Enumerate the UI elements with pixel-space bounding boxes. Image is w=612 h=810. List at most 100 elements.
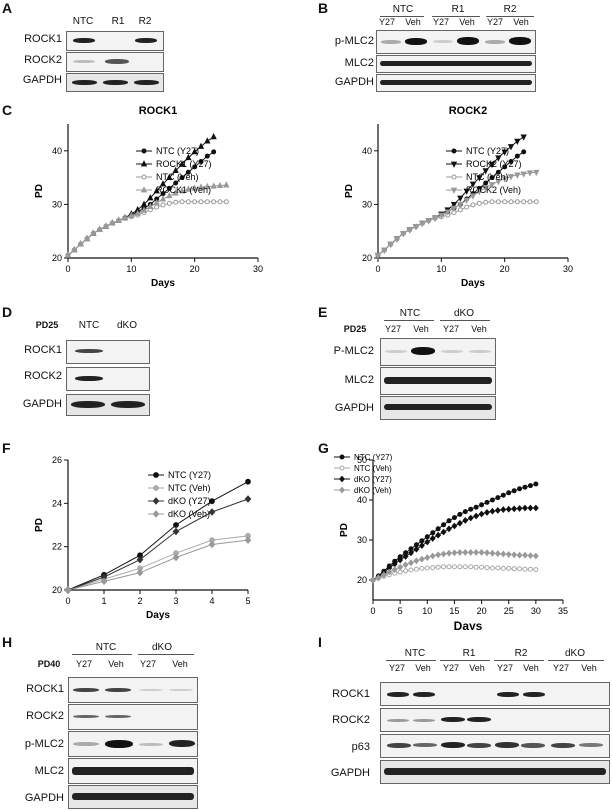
- x-tick-label: 0: [370, 606, 375, 616]
- data-point: [483, 180, 489, 186]
- blot-band: [551, 743, 575, 748]
- blot-band: [387, 692, 409, 697]
- data-point: [429, 552, 436, 560]
- data-point: [522, 484, 528, 490]
- data-point: [90, 229, 97, 236]
- legend-entry: NTC (Veh): [466, 172, 509, 182]
- chart-title: ROCK1: [139, 105, 178, 117]
- data-point: [440, 550, 447, 558]
- data-point: [185, 153, 192, 161]
- blot-strip: [68, 758, 198, 784]
- data-point: [210, 182, 217, 189]
- blot-band: [405, 38, 427, 45]
- data-point: [527, 483, 533, 489]
- blot-row-label: GAPDH: [22, 74, 62, 86]
- data-point: [483, 199, 489, 205]
- lane-label: Veh: [459, 17, 475, 27]
- blot-band: [387, 719, 409, 722]
- data-point: [166, 185, 172, 191]
- data-point: [435, 564, 441, 570]
- data-point: [516, 504, 523, 512]
- data-point: [495, 495, 501, 501]
- x-tick-label: 10: [126, 264, 136, 274]
- data-point: [467, 548, 474, 556]
- data-point: [521, 149, 527, 155]
- lane-label: NTC: [72, 16, 94, 27]
- panel-label-e: E: [318, 304, 328, 320]
- lane-label: Y27: [378, 17, 395, 27]
- data-point: [533, 481, 539, 487]
- lane-label: Veh: [172, 659, 188, 669]
- data-point: [192, 199, 198, 205]
- data-point: [478, 548, 485, 556]
- x-tick-label: 0: [65, 264, 70, 274]
- data-point: [516, 551, 523, 559]
- blot-strip: [380, 367, 496, 395]
- data-point: [136, 555, 144, 564]
- blot-row-label: MLC2: [344, 57, 374, 69]
- data-point: [431, 215, 439, 222]
- data-point: [140, 160, 148, 167]
- data-point: [450, 205, 458, 213]
- data-point: [424, 538, 431, 546]
- data-point: [418, 555, 425, 563]
- data-point: [172, 189, 179, 196]
- blot-band: [139, 689, 163, 691]
- group-label: NTC: [404, 648, 426, 659]
- data-point: [147, 194, 154, 201]
- lane-label: Y27: [384, 324, 401, 334]
- data-point: [451, 174, 457, 180]
- data-point: [166, 191, 173, 199]
- data-point: [464, 204, 470, 210]
- group-label: dKO: [564, 648, 585, 659]
- group-label: R1: [462, 648, 476, 659]
- data-point: [435, 526, 441, 532]
- data-point: [211, 149, 217, 155]
- data-point: [115, 216, 122, 223]
- data-point: [495, 155, 502, 162]
- data-point: [476, 189, 483, 196]
- data-point: [408, 549, 414, 557]
- data-point: [96, 225, 103, 232]
- blot-band: [413, 743, 437, 747]
- data-point: [517, 566, 523, 572]
- data-point: [210, 132, 217, 140]
- data-point: [244, 495, 252, 503]
- blot-band: [73, 715, 99, 718]
- data-point: [166, 200, 172, 206]
- data-point: [141, 174, 147, 180]
- data-point: [403, 568, 409, 574]
- legend-entry: NTC (Veh): [156, 172, 199, 182]
- data-point: [413, 557, 420, 565]
- data-point: [470, 202, 476, 208]
- blot-strip: [380, 682, 610, 706]
- data-point: [402, 561, 409, 569]
- data-point: [479, 564, 485, 570]
- data-point: [457, 564, 463, 570]
- panel-label-a: A: [2, 0, 13, 16]
- data-point: [406, 227, 413, 234]
- data-point: [173, 522, 179, 528]
- x-axis-label: Days: [454, 619, 483, 630]
- series-ntc-y27: [65, 478, 251, 593]
- data-point: [479, 502, 485, 508]
- data-point: [489, 507, 496, 515]
- data-point: [204, 182, 211, 190]
- data-point: [159, 180, 167, 187]
- lane-label: Veh: [415, 663, 431, 673]
- blot-band: [134, 80, 159, 85]
- group-underline: [138, 654, 194, 655]
- data-point: [419, 220, 426, 228]
- group-label: dKO: [151, 642, 172, 653]
- data-point: [533, 199, 539, 205]
- blot-band: [509, 37, 531, 45]
- data-point: [435, 551, 442, 559]
- data-point: [393, 236, 401, 243]
- blot-band: [105, 59, 129, 64]
- data-point: [494, 506, 501, 514]
- blot-band: [139, 743, 163, 746]
- data-point: [83, 234, 91, 242]
- data-point: [532, 552, 539, 560]
- x-tick-label: 30: [531, 606, 541, 616]
- group-label: NTC: [95, 642, 117, 653]
